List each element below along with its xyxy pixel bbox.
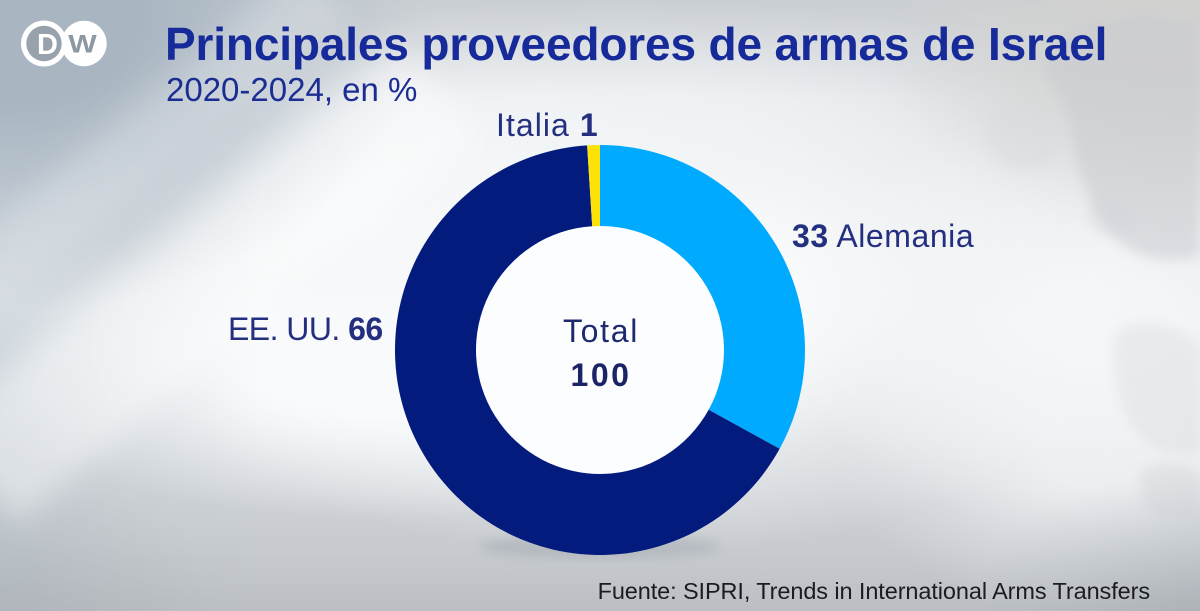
svg-text:W: W: [68, 30, 97, 58]
svg-text:D: D: [37, 29, 58, 61]
